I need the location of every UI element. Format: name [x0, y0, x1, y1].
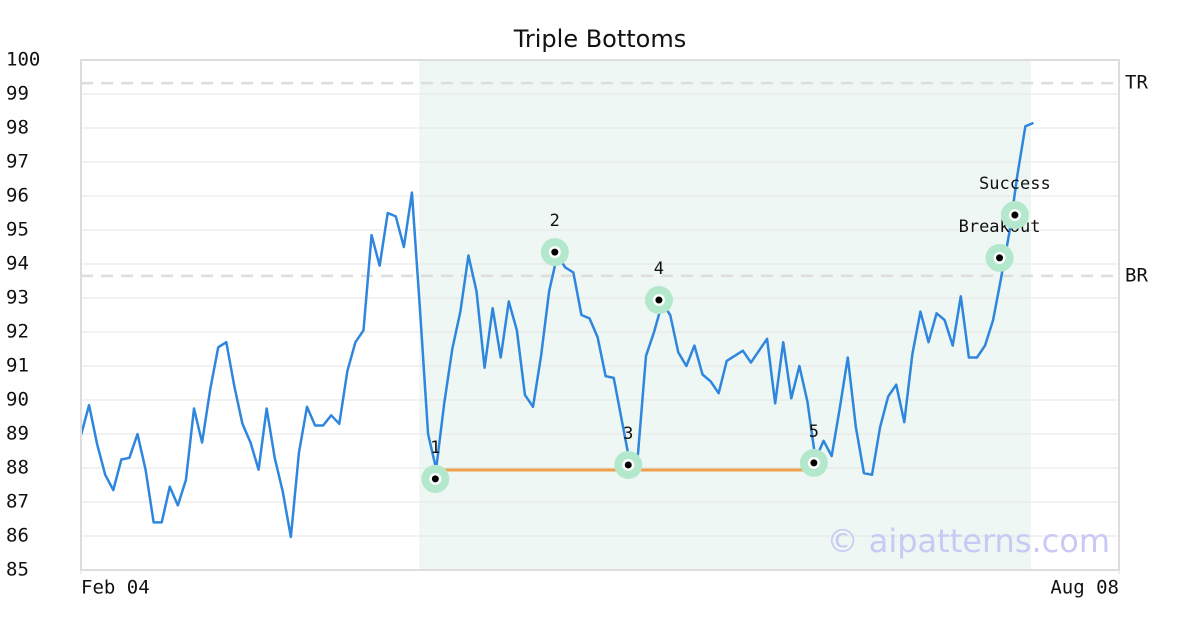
point-label: 4 — [654, 259, 664, 279]
y-tick-label: 94 — [6, 253, 29, 275]
pattern-zone — [419, 60, 1032, 570]
point-label: 5 — [809, 422, 819, 442]
y-tick-label: 89 — [6, 423, 29, 445]
point-dot — [810, 459, 818, 467]
y-tick-label: 85 — [6, 559, 29, 581]
point-label: 3 — [623, 424, 633, 444]
y-tick-label: 88 — [6, 457, 29, 479]
y-tick-label: 97 — [6, 151, 29, 173]
y-tick-label: 92 — [6, 321, 29, 343]
chart-title: Triple Bottoms — [513, 25, 687, 53]
point-dot — [624, 461, 632, 469]
plot-frame — [80, 59, 1120, 571]
level-label: BR — [1125, 264, 1148, 286]
y-tick-label: 100 — [6, 49, 40, 71]
y-tick-label: 93 — [6, 287, 29, 309]
point-label: 2 — [550, 211, 560, 231]
x-tick-label: Feb 04 — [81, 577, 150, 599]
point-label: 1 — [430, 438, 440, 458]
point-dot — [551, 248, 559, 256]
y-tick-label: 99 — [6, 83, 29, 105]
y-tick-label: 86 — [6, 525, 29, 547]
point-dot — [655, 296, 663, 304]
point-dot — [431, 475, 439, 483]
point-dot — [1011, 211, 1019, 219]
point-label: Breakout — [959, 217, 1041, 237]
y-tick-label: 96 — [6, 185, 29, 207]
y-tick-label: 98 — [6, 117, 29, 139]
level-label: TR — [1125, 72, 1148, 94]
watermark: © aipatterns.com — [827, 522, 1110, 560]
y-tick-label: 91 — [6, 355, 29, 377]
point-dot — [996, 254, 1004, 262]
x-tick-label: Aug 08 — [1050, 577, 1119, 599]
y-tick-label: 90 — [6, 389, 29, 411]
point-label: Success — [979, 174, 1051, 194]
y-tick-label: 87 — [6, 491, 29, 513]
y-tick-label: 95 — [6, 219, 29, 241]
